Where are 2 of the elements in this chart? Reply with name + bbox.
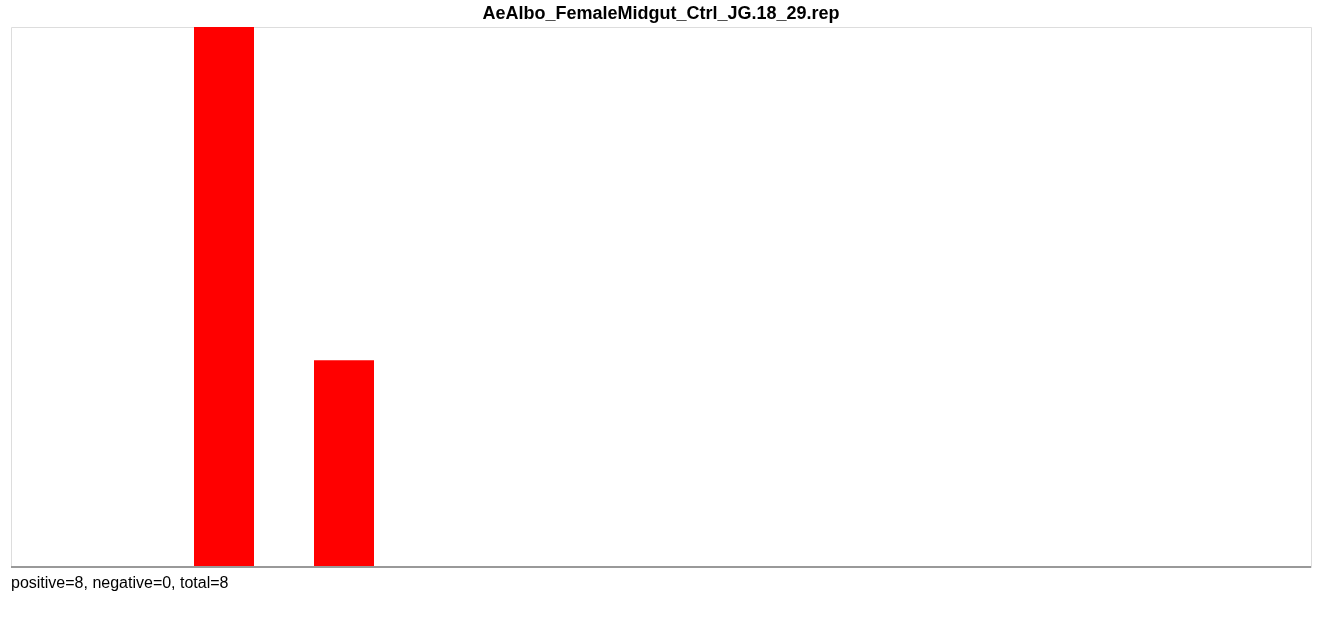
text: positive=8, negative=0, total=8 — [11, 574, 229, 591]
text: AeAlbo_FemaleMidgut_Ctrl_JG.18_29.rep — [482, 3, 840, 23]
